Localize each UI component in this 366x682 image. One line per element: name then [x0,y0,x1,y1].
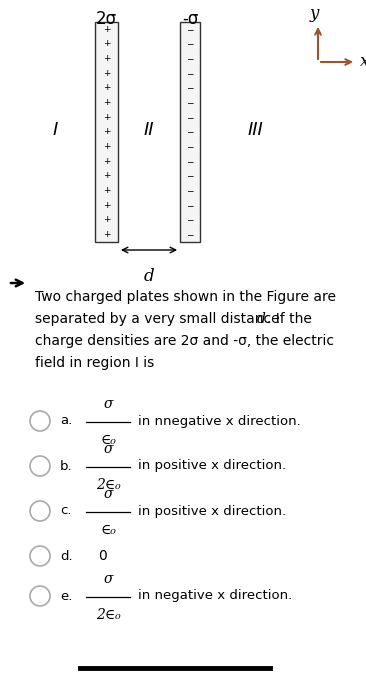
Text: in positive x direction.: in positive x direction. [138,460,286,473]
Bar [95,22,118,242]
Text: d: d [144,268,154,285]
Text: b.: b. [60,460,72,473]
Text: +: + [103,98,110,107]
Text: +: + [103,54,110,63]
Text: ∈₀: ∈₀ [100,523,116,537]
Text: σ: σ [103,572,113,586]
Text: +: + [103,142,110,151]
Text: Two charged plates shown in the Figure are: Two charged plates shown in the Figure a… [35,290,336,304]
Text: −: − [186,83,194,93]
Text: c.: c. [60,505,71,518]
Text: . If the: . If the [267,312,312,326]
Text: +: + [103,40,110,48]
Text: +: + [103,69,110,78]
Text: −: − [186,98,194,107]
Text: +: + [103,230,110,239]
Bar [180,22,200,242]
Text: charge densities are 2σ and -σ, the electric: charge densities are 2σ and -σ, the elec… [35,334,334,348]
Text: +: + [103,25,110,34]
Text: d.: d. [60,550,72,563]
Text: −: − [186,54,194,63]
Text: a.: a. [60,415,72,428]
Text: −: − [186,157,194,166]
Text: σ: σ [103,487,113,501]
Text: −: − [186,113,194,122]
Text: III: III [247,121,263,139]
Text: e.: e. [60,589,72,602]
Text: +: + [103,113,110,122]
Text: d: d [257,312,266,326]
Text: field in region I is: field in region I is [35,356,154,370]
Text: −: − [186,171,194,181]
Text: II: II [144,121,154,139]
Text: +: + [103,171,110,181]
Text: I: I [52,121,57,139]
Text: in nnegative x direction.: in nnegative x direction. [138,415,301,428]
Text: +: + [103,186,110,195]
Text: σ: σ [103,397,113,411]
Text: −: − [186,25,194,34]
Text: ∈₀: ∈₀ [100,433,116,447]
Text: −: − [186,69,194,78]
Text: −: − [186,128,194,136]
Text: in positive x direction.: in positive x direction. [138,505,286,518]
Text: -σ: -σ [182,10,198,28]
Text: −: − [186,40,194,48]
Text: σ: σ [103,442,113,456]
Text: +: + [103,157,110,166]
Text: y: y [309,5,319,22]
Text: 2∈₀: 2∈₀ [96,478,120,492]
Text: −: − [186,230,194,239]
Text: +: + [103,216,110,224]
Text: +: + [103,83,110,93]
Text: separated by a very small distance: separated by a very small distance [35,312,284,326]
Text: x: x [360,53,366,70]
Text: 2σ: 2σ [96,10,117,28]
Text: −: − [186,216,194,224]
Text: in negative x direction.: in negative x direction. [138,589,292,602]
Text: −: − [186,142,194,151]
Text: 0: 0 [98,549,107,563]
Text: −: − [186,186,194,195]
Text: 2∈₀: 2∈₀ [96,608,120,622]
Text: −: − [186,201,194,210]
Text: +: + [103,201,110,210]
Text: +: + [103,128,110,136]
